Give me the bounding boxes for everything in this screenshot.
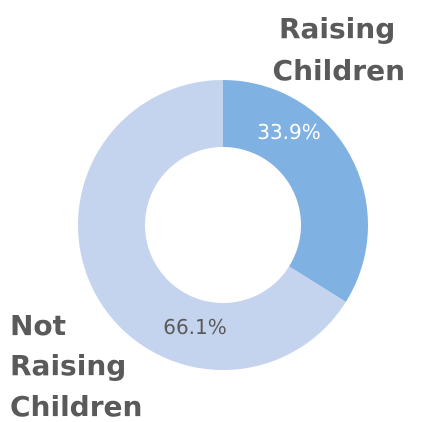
- donut-slices: [77, 80, 368, 370]
- donut-slice-not-raising-children: [77, 80, 346, 370]
- data-label-raising-children: 33.9%: [257, 120, 321, 144]
- data-label-not-raising-children: 66.1%: [163, 315, 227, 339]
- category-label-not-raising-children: Not Raising Children: [10, 309, 142, 422]
- donut-slice-raising-children: [223, 80, 368, 302]
- category-label-raising-children: Raising Children: [273, 12, 405, 87]
